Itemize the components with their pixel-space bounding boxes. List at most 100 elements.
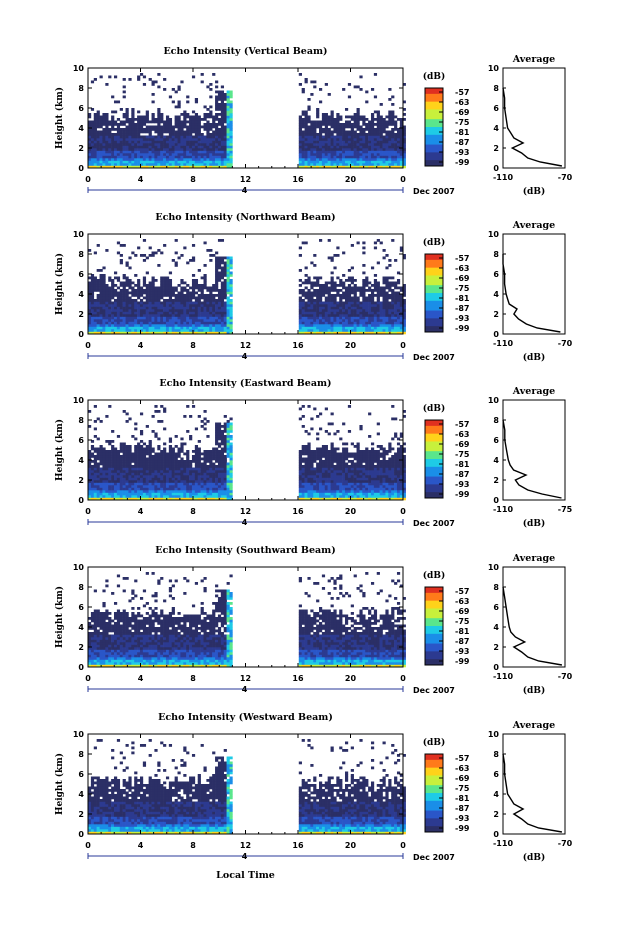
heatmap-cell bbox=[200, 80, 204, 84]
heatmap-cell bbox=[336, 120, 340, 124]
heatmap-cell bbox=[370, 331, 375, 335]
heatmap-cell bbox=[229, 299, 233, 302]
heatmap-cell bbox=[330, 281, 334, 285]
heatmap-cell bbox=[217, 118, 222, 121]
heatmap-cell bbox=[321, 140, 326, 144]
heatmap-cell bbox=[189, 309, 193, 312]
heatmap-cell bbox=[96, 487, 100, 491]
heatmap-cell bbox=[125, 261, 129, 265]
echo-heatmap bbox=[88, 239, 406, 335]
heatmap-cell bbox=[125, 490, 129, 493]
colorbar-band bbox=[425, 302, 443, 306]
heatmap-cell bbox=[180, 291, 184, 295]
heatmap-cell bbox=[93, 140, 97, 144]
heatmap-cell bbox=[102, 324, 106, 327]
avg-y-tick-label: 4 bbox=[493, 124, 499, 133]
heatmap-cell bbox=[122, 299, 126, 302]
heatmap-cell bbox=[229, 143, 233, 146]
heatmap-cell bbox=[180, 148, 184, 151]
heatmap-cell bbox=[163, 145, 167, 149]
heatmap-cell bbox=[209, 153, 213, 156]
heatmap-cell bbox=[394, 286, 398, 290]
heatmap-cell bbox=[88, 160, 92, 164]
x-tick-label: 20 bbox=[345, 175, 357, 184]
heatmap-cell bbox=[125, 452, 129, 456]
heatmap-cell bbox=[163, 276, 167, 280]
heatmap-cell bbox=[183, 140, 187, 144]
heatmap-cell bbox=[301, 314, 305, 317]
heatmap-cell bbox=[160, 165, 164, 169]
heatmap-cell bbox=[148, 480, 152, 483]
heatmap-cell bbox=[111, 440, 115, 443]
heatmap-cell bbox=[165, 465, 170, 468]
heatmap-cell bbox=[229, 108, 233, 111]
colorbar-band bbox=[425, 138, 443, 142]
heatmap-cell bbox=[125, 304, 129, 307]
heatmap-cell bbox=[128, 495, 132, 498]
heatmap-cell bbox=[105, 289, 109, 292]
heatmap-cell bbox=[220, 304, 225, 307]
heatmap-cell bbox=[105, 329, 109, 332]
heatmap-cell bbox=[191, 482, 196, 486]
heatmap-cell bbox=[99, 274, 103, 277]
heatmap-cell bbox=[368, 138, 372, 141]
heatmap-cell bbox=[368, 123, 372, 126]
heatmap-cell bbox=[134, 138, 138, 141]
heatmap-cell bbox=[396, 301, 401, 305]
heatmap-cell bbox=[160, 155, 164, 159]
heatmap-cell bbox=[168, 497, 173, 501]
heatmap-cell bbox=[186, 324, 190, 327]
heatmap-cell bbox=[157, 437, 161, 441]
heatmap-cell bbox=[223, 306, 227, 310]
heatmap-cell bbox=[160, 420, 164, 423]
heatmap-cell bbox=[194, 150, 199, 154]
heatmap-cell bbox=[203, 294, 207, 297]
colorbar-band bbox=[425, 132, 443, 136]
heatmap-cell bbox=[402, 299, 406, 302]
heatmap-cell bbox=[223, 331, 227, 335]
heatmap-cell bbox=[148, 163, 152, 166]
colorbar-band bbox=[425, 162, 443, 165]
heatmap-cell bbox=[119, 497, 123, 501]
heatmap-cell bbox=[304, 286, 308, 290]
heatmap-cell bbox=[339, 301, 343, 305]
heatmap-cell bbox=[105, 113, 109, 116]
heatmap-cell bbox=[160, 153, 164, 156]
heatmap-cell bbox=[183, 415, 187, 418]
heatmap-cell bbox=[226, 163, 230, 166]
heatmap-cell bbox=[304, 123, 308, 126]
heatmap-cell bbox=[96, 319, 100, 322]
heatmap-cell bbox=[102, 266, 106, 270]
heatmap-cell bbox=[359, 140, 363, 144]
heatmap-cell bbox=[125, 299, 129, 302]
heatmap-cell bbox=[142, 150, 147, 154]
heatmap-cell bbox=[350, 321, 354, 325]
heatmap-cell bbox=[151, 470, 155, 473]
heatmap-cell bbox=[119, 490, 123, 493]
heatmap-cell bbox=[157, 153, 161, 156]
heatmap-cell bbox=[122, 472, 126, 476]
heatmap-cell bbox=[131, 311, 135, 315]
heatmap-cell bbox=[385, 133, 389, 136]
heatmap-cell bbox=[131, 319, 135, 322]
heatmap-cell bbox=[108, 321, 112, 325]
heatmap-cell bbox=[307, 160, 311, 164]
heatmap-cell bbox=[168, 133, 173, 136]
heatmap-cell bbox=[168, 455, 173, 458]
heatmap-cell bbox=[304, 143, 308, 146]
heatmap-cell bbox=[394, 319, 398, 322]
heatmap-cell bbox=[391, 150, 395, 154]
heatmap-cell bbox=[128, 160, 132, 164]
heatmap-cell bbox=[134, 427, 138, 431]
heatmap-cell bbox=[93, 405, 97, 408]
heatmap-cell bbox=[139, 143, 144, 146]
heatmap-cell bbox=[88, 492, 92, 496]
heatmap-cell bbox=[171, 291, 175, 295]
heatmap-cell bbox=[177, 304, 181, 307]
heatmap-cell bbox=[157, 462, 161, 466]
heatmap-cell bbox=[301, 160, 305, 164]
heatmap-cell bbox=[177, 294, 181, 297]
heatmap-cell bbox=[125, 145, 129, 149]
heatmap-cell bbox=[122, 495, 126, 498]
heatmap-cell bbox=[191, 140, 196, 144]
